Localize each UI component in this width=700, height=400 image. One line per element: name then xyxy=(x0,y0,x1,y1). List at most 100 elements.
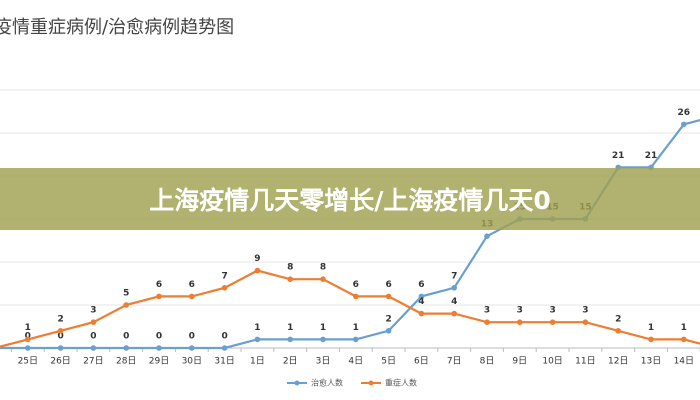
data-point xyxy=(451,285,458,291)
data-label: 1 xyxy=(25,323,31,333)
data-point xyxy=(57,328,64,334)
data-label: 6 xyxy=(156,280,162,290)
data-point xyxy=(25,336,31,343)
data-point xyxy=(353,336,359,343)
data-point xyxy=(254,336,261,343)
x-tick-label: 25日 xyxy=(18,356,38,367)
data-label: 8 xyxy=(320,263,326,273)
data-label: 1 xyxy=(648,323,654,333)
data-label: 1 xyxy=(254,323,260,333)
series-line xyxy=(0,119,700,350)
data-point xyxy=(615,328,621,334)
overlay-banner: 上海疫情几天零增长/上海疫情几天0 xyxy=(0,168,700,230)
data-point xyxy=(681,121,687,128)
data-point xyxy=(123,345,129,351)
data-point xyxy=(221,285,228,291)
x-tick-label: 4日 xyxy=(348,356,363,367)
data-point xyxy=(353,293,359,300)
legend-marker xyxy=(368,380,374,386)
data-label: 0 xyxy=(189,332,195,342)
data-label: 1 xyxy=(681,323,687,333)
x-tick-label: 13日 xyxy=(641,356,661,367)
data-label: 4 xyxy=(451,297,457,307)
data-label: 6 xyxy=(418,280,424,290)
x-tick-label: 29日 xyxy=(149,356,169,367)
data-label: 6 xyxy=(353,280,359,290)
legend-marker xyxy=(294,380,300,386)
data-point xyxy=(648,336,654,343)
data-point xyxy=(582,319,589,326)
data-point xyxy=(254,267,261,274)
data-label: 3 xyxy=(484,306,490,316)
data-point xyxy=(385,328,392,334)
data-point xyxy=(90,345,97,351)
data-label: 2 xyxy=(385,314,391,324)
data-point xyxy=(189,345,195,351)
data-point xyxy=(156,293,162,300)
data-point xyxy=(123,302,129,308)
data-label: 9 xyxy=(254,254,260,264)
data-point xyxy=(681,336,687,343)
x-tick-label: 3日 xyxy=(316,356,331,367)
data-label: 0 xyxy=(57,332,63,342)
data-label: 0 xyxy=(123,332,129,342)
data-label: 3 xyxy=(517,306,523,316)
data-point xyxy=(484,233,490,239)
x-tick-label: 10日 xyxy=(542,356,562,367)
data-point xyxy=(517,319,523,326)
x-tick-label: 9日 xyxy=(512,356,527,367)
data-label: 5 xyxy=(123,289,129,299)
data-point xyxy=(156,345,162,351)
x-tick-label: 31日 xyxy=(214,356,234,367)
x-tick-label: 27日 xyxy=(83,356,103,367)
x-tick-label: 12日 xyxy=(608,356,628,367)
data-label: 3 xyxy=(582,306,588,316)
data-label: 8 xyxy=(287,263,293,273)
data-label: 6 xyxy=(385,280,391,290)
data-label: 7 xyxy=(221,271,227,281)
x-tick-label: 1日 xyxy=(250,356,265,367)
data-point xyxy=(549,319,556,326)
legend-label: 重症人数 xyxy=(385,378,417,388)
x-tick-label: 8日 xyxy=(480,356,495,367)
data-label: 4 xyxy=(418,297,424,307)
data-label: 0 xyxy=(156,332,162,342)
data-point xyxy=(320,276,326,283)
data-label: 0 xyxy=(25,332,31,342)
x-tick-label: 30日 xyxy=(182,356,202,367)
legend-label: 治愈人数 xyxy=(311,378,343,388)
data-point xyxy=(287,336,294,343)
x-tick-label: 11日 xyxy=(575,356,595,367)
data-label: 2 xyxy=(615,314,621,324)
x-tick-label: 7日 xyxy=(447,356,462,367)
x-tick-label: 14日 xyxy=(674,356,694,367)
x-tick-label: 6日 xyxy=(414,356,429,367)
data-label: 3 xyxy=(90,306,96,316)
data-label: 6 xyxy=(189,280,195,290)
x-tick-label: 5日 xyxy=(381,356,396,367)
x-tick-label: 2日 xyxy=(283,356,298,367)
data-label: 7 xyxy=(451,271,457,281)
data-label: 1 xyxy=(287,323,293,333)
data-point xyxy=(189,293,195,300)
data-label: 1 xyxy=(353,323,359,333)
data-label: 3 xyxy=(549,306,555,316)
data-label: 2 xyxy=(57,314,63,324)
data-label: 26 xyxy=(678,108,691,118)
data-label: 21 xyxy=(645,151,658,161)
data-point xyxy=(385,293,392,300)
data-point xyxy=(57,345,64,351)
x-tick-label: 26日 xyxy=(50,356,70,367)
x-tick-label: 28日 xyxy=(116,356,136,367)
data-point xyxy=(90,319,97,326)
series-line xyxy=(0,269,700,348)
data-point xyxy=(418,310,425,317)
data-point xyxy=(484,319,490,326)
data-point xyxy=(418,293,425,300)
data-label: 0 xyxy=(221,332,227,342)
data-point xyxy=(25,345,31,351)
data-point xyxy=(320,336,326,343)
data-label: 1 xyxy=(320,323,326,333)
data-point xyxy=(451,310,458,317)
